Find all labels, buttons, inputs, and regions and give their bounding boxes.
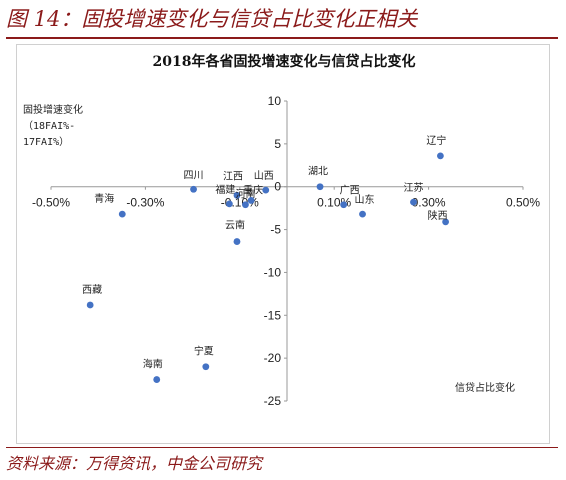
y-tick-label: -15 [264,308,282,322]
data-point [190,185,197,193]
data-point [316,183,324,191]
y-tick-label: -5 [270,223,281,237]
point-label: 云南 [225,219,245,232]
point-label: 山西 [254,170,274,182]
x-tick-label: -0.30% [126,196,164,210]
y-tick-label: 10 [268,94,282,108]
point-label: 江西 [223,170,243,182]
y-tick-label: -25 [264,394,282,408]
data-point [437,152,444,160]
y-tick-label: 5 [274,137,281,151]
data-point [442,218,449,226]
data-point [86,301,94,309]
y-tick-label: -10 [264,265,282,279]
source-note: 资料来源：万得资讯，中金公司研究 [6,454,263,473]
data-point [233,191,241,199]
data-point [247,197,255,204]
point-label: 福建 [215,183,235,196]
point-label: 青海 [94,192,114,205]
chart-title: 2018年各省固投增速变化与信贷占比变化 [152,54,416,70]
data-point [242,201,249,209]
y-axis-label-line-1: 固投增速变化 [23,105,83,116]
x-axis-label: 信贷占比变化 [455,383,515,394]
footer-divider [6,447,558,448]
point-label: 四川 [184,170,204,181]
point-label: 山东 [355,193,375,206]
data-point [262,186,270,194]
point-label: 辽宁 [426,134,446,147]
data-point [226,200,233,208]
point-label: 湖北 [308,166,328,178]
data-point [233,238,241,245]
title-divider [6,37,558,39]
data-point [153,376,161,383]
y-axis-label-line-2: （18FAI%- [23,121,76,132]
point-label: 西藏 [82,284,102,296]
data-point [202,363,210,371]
data-point [410,198,417,206]
figure-title: 图 14：固投增速变化与信贷占比变化正相关 [6,7,418,31]
data-point [340,201,348,209]
point-label: 宁夏 [194,345,214,358]
data-point [359,210,366,218]
y-tick-label: -20 [264,351,282,365]
point-label: 江苏 [403,181,423,194]
point-label: 陕西 [428,209,448,222]
y-tick-label: 0 [274,180,281,194]
data-point [118,210,126,218]
point-label: 广西 [340,185,360,197]
point-label: 重庆 [243,183,263,196]
x-tick-label: -0.50% [32,196,70,210]
x-tick-label: 0.50% [506,196,540,210]
point-label: 海南 [143,358,163,371]
x-tick-label: 0.30% [412,196,446,210]
chart-container: 10 5 0 -5 -10 -15 -20 -25 -0.50% -0.30% -0.10% 0.10… [16,44,550,444]
y-axis-label: 固投增速变化 （18FAI%- 17FAI%） [23,103,133,151]
y-axis-label-line-3: 17FAI%） [23,137,70,148]
